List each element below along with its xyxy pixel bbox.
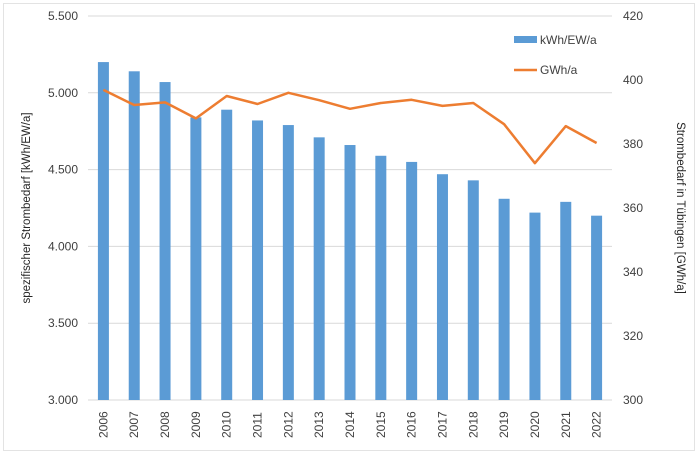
legend-label-bars: kWh/EW/a [540,33,597,47]
bar-2007 [128,71,140,401]
x-tick-label: 2020 [528,411,542,438]
y-tick-label: 5.500 [48,9,78,23]
y2-tick-label: 420 [623,9,643,23]
right-axis-ticks: 300 320 340 360 380 400 420 [623,9,643,407]
bar-2010 [221,109,233,401]
bar-2021 [560,201,572,400]
bar-2012 [282,125,294,400]
bar-2017 [436,174,448,400]
line-series [102,88,598,165]
y2-tick-label: 300 [623,393,643,407]
x-tick-label: 2012 [281,411,295,438]
y-tick-label: 3.500 [48,316,78,330]
legend-label-line: GWh/a [540,63,578,77]
gridlines [88,15,612,401]
x-tick-label: 2016 [405,411,419,438]
x-tick-label: 2013 [312,411,326,438]
y-tick-label: 4.500 [48,163,78,177]
x-tick-label: 2015 [374,411,388,438]
bar-2009 [190,117,202,400]
x-tick-label: 2011 [251,412,265,438]
bar-2008 [159,82,171,400]
bar-2006 [97,62,109,401]
bar-2019 [498,198,510,400]
x-axis-ticks: 2006 2007 2008 2009 2010 2011 2012 2013 2014 2015… [96,411,603,438]
y2-tick-label: 320 [623,329,643,343]
y2-tick-label: 380 [623,137,643,151]
x-tick-label: 2009 [189,411,203,438]
x-tick-label: 2021 [559,411,573,438]
x-tick-label: 2017 [435,411,449,438]
bar-2015 [375,155,387,400]
bar-2014 [344,145,356,400]
bar-series [97,62,603,401]
x-tick-label: 2019 [497,411,511,438]
x-tick-label: 2008 [158,411,172,438]
y2-tick-label: 400 [623,73,643,87]
x-tick-label: 2010 [220,411,234,438]
legend-swatch-bars [514,36,537,43]
y-tick-label: 5.000 [48,86,78,100]
y-axis-title: spezifischer Strombedarf [kWh/EW/a] [21,112,33,303]
x-tick-label: 2018 [466,411,480,438]
x-tick-label: 2006 [96,411,110,438]
bar-2020 [529,212,541,400]
y2-axis-title: Strombedarf in Tübingen [GWh/a] [674,122,686,294]
bar-2022 [591,215,603,400]
legend: kWh/EW/a GWh/a [514,33,597,77]
x-tick-label: 2007 [127,411,141,438]
bar-2013 [313,137,325,400]
y-tick-label: 3.000 [48,393,78,407]
bar-2016 [406,161,418,400]
y2-tick-label: 340 [623,265,643,279]
x-tick-label: 2022 [590,411,604,438]
y2-tick-label: 360 [623,201,643,215]
x-tick-label: 2014 [343,411,357,438]
y-tick-label: 4.000 [48,239,78,253]
bar-2018 [467,180,479,400]
bar-2011 [252,120,264,400]
left-axis-ticks: 3.000 3.500 4.000 4.500 5.000 5.500 [48,9,78,407]
